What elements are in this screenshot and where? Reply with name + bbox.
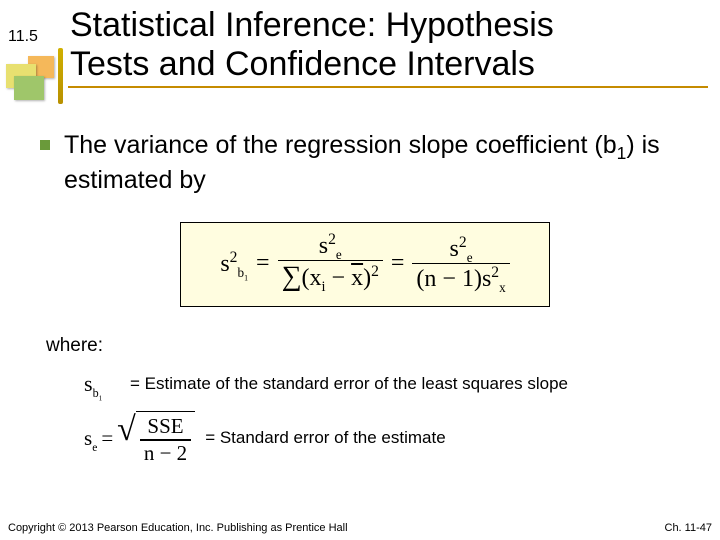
page-number: Ch. 11-47 xyxy=(665,522,713,534)
equals-2: = xyxy=(391,250,405,277)
slide-body: The variance of the regression slope coe… xyxy=(40,130,690,466)
def2-formula: se = √ SSE n − 2 xyxy=(84,411,195,465)
corner-decoration-icon xyxy=(0,44,70,114)
main-formula: s2b1 = s2e ∑(xi − x)2 = s2e (n − 1)s2x xyxy=(180,222,550,307)
definition-2: se = √ SSE n − 2 = Standard error of the… xyxy=(84,411,690,465)
def1-symbol: sb1 xyxy=(84,371,120,397)
title-underline xyxy=(68,86,708,88)
slide-footer: Copyright © 2013 Pearson Education, Inc.… xyxy=(8,522,712,534)
def1-text: = Estimate of the standard error of the … xyxy=(130,374,568,394)
bullet-text: The variance of the regression slope coe… xyxy=(64,130,690,196)
definition-1: sb1 = Estimate of the standard error of … xyxy=(84,371,690,397)
bullet-square-icon xyxy=(40,140,50,150)
section-number: 11.5 xyxy=(8,28,38,46)
title-line-1: Statistical Inference: Hypothesis xyxy=(70,6,554,44)
title-line-2: Tests and Confidence Intervals xyxy=(70,45,535,83)
equals-1: = xyxy=(256,250,270,277)
slide-header: 11.5 Statistical Inference: Hypothesis T… xyxy=(0,0,720,90)
def2-text: = Standard error of the estimate xyxy=(205,428,446,448)
bullet-item: The variance of the regression slope coe… xyxy=(40,130,690,196)
where-label: where: xyxy=(46,335,690,357)
formula-fraction-1: s2e ∑(xi − x)2 xyxy=(278,231,383,296)
copyright-text: Copyright © 2013 Pearson Education, Inc.… xyxy=(8,522,348,534)
formula-lhs: s2b1 xyxy=(220,249,248,278)
slide-title: Statistical Inference: Hypothesis Tests … xyxy=(70,6,554,84)
formula-fraction-2: s2e (n − 1)s2x xyxy=(412,234,509,293)
